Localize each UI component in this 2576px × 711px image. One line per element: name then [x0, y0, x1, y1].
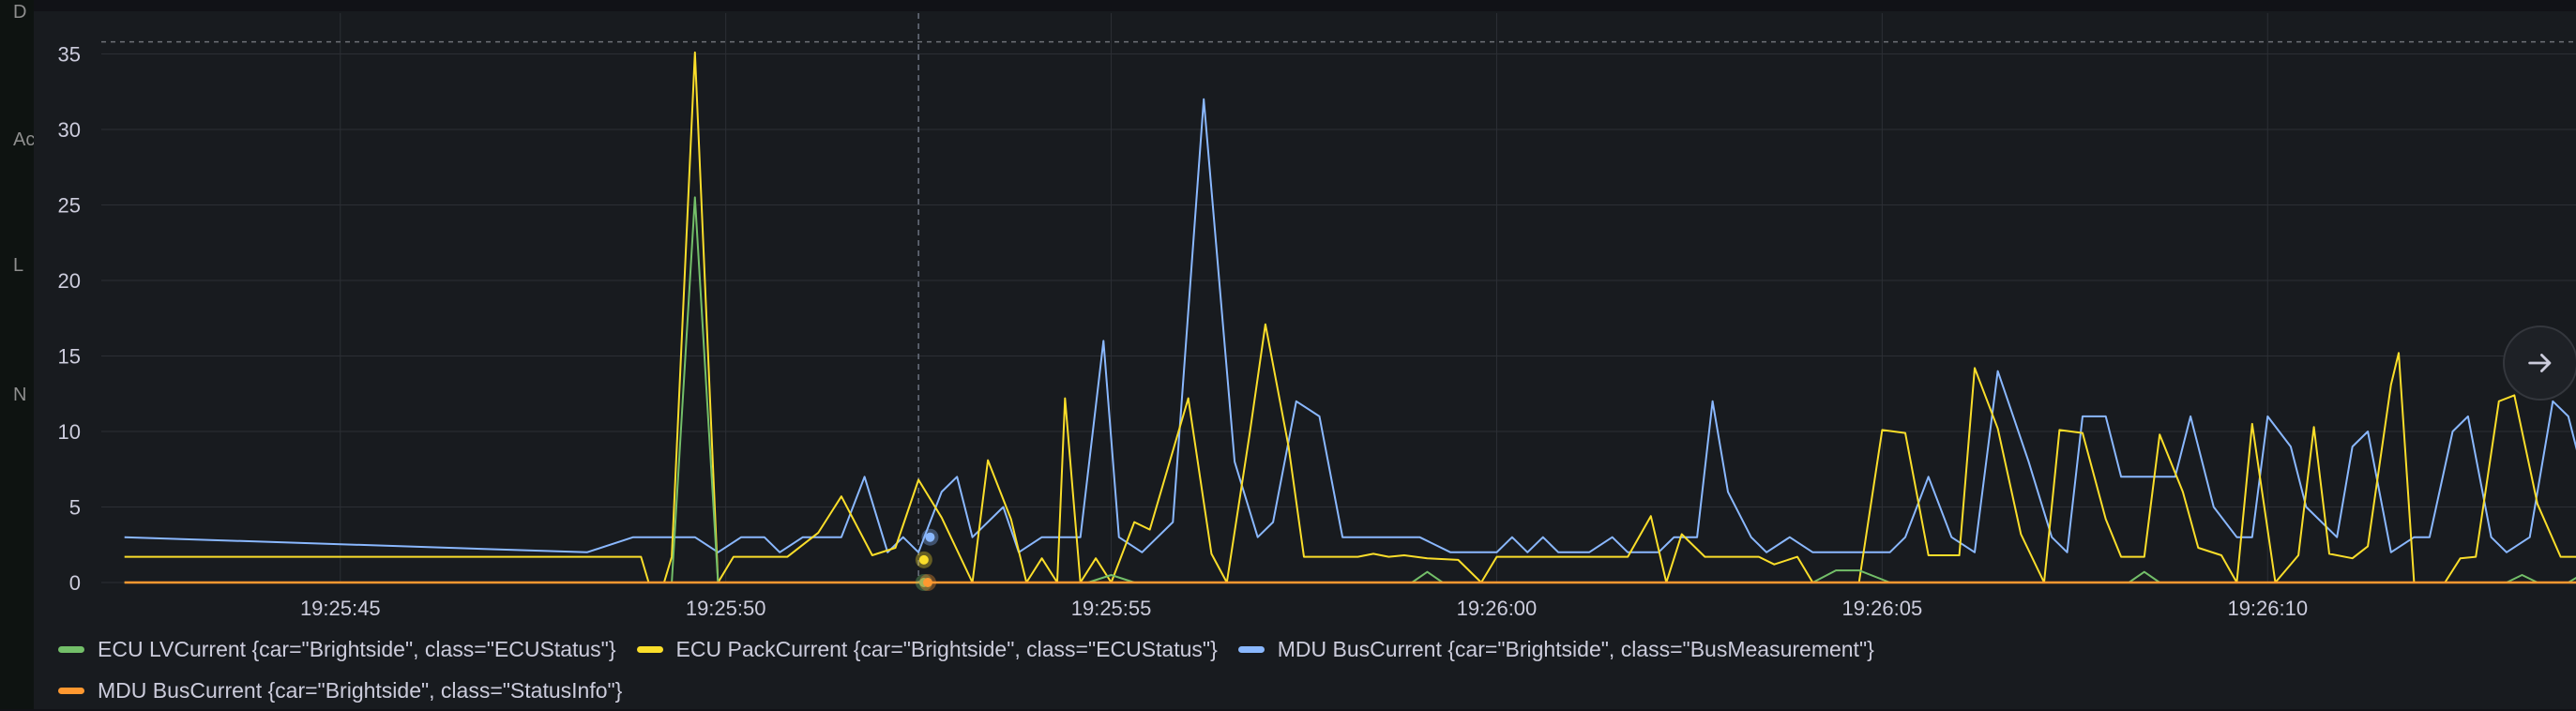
series-line-1	[124, 51, 2576, 583]
arrow-right-button[interactable]	[2503, 325, 2576, 401]
y-tick-label: 25	[58, 194, 81, 218]
legend-swatch	[1237, 645, 1265, 653]
series-line-2	[124, 98, 2576, 553]
legend-swatch	[58, 687, 84, 694]
y-tick-label: 0	[69, 571, 81, 595]
legend-label: ECU PackCurrent {car="Brightside", class…	[675, 636, 1218, 661]
y-tick-label: 10	[58, 420, 81, 444]
chart-panel	[34, 0, 2576, 709]
legend-item[interactable]: ECU LVCurrent {car="Brightside", class="…	[58, 628, 616, 670]
legend-item[interactable]: ECU PackCurrent {car="Brightside", class…	[636, 628, 1218, 670]
sidebar-strip: D Ac L N	[0, 0, 36, 709]
time-series-chart[interactable]: 0 5 10 15 20 25 30 35 19:25:45 19:25:50 19:25:55 19…	[0, 0, 2576, 619]
legend-label: MDU BusCurrent {car="Brightside", class=…	[1277, 636, 1874, 661]
series-line-0	[124, 196, 2576, 583]
y-tick-label: 35	[58, 43, 81, 67]
y-tick-label: 5	[69, 496, 81, 520]
y-tick-label: 15	[58, 345, 81, 369]
sidebar-fragment: D	[13, 2, 27, 23]
x-tick-label: 19:25:50	[686, 597, 766, 619]
sidebar-fragment: L	[13, 255, 24, 276]
x-tick-label: 19:26:10	[2227, 597, 2308, 619]
legend-item[interactable]: MDU BusCurrent {car="Brightside", class=…	[58, 670, 622, 711]
legend-label: ECU LVCurrent {car="Brightside", class="…	[98, 636, 616, 661]
y-tick-label: 30	[58, 118, 81, 142]
x-tick-label: 19:25:45	[300, 597, 381, 619]
x-tick-label: 19:25:55	[1071, 597, 1152, 619]
legend-item[interactable]: MDU BusCurrent {car="Brightside", class=…	[1237, 628, 1874, 670]
panel-top-edge	[34, 0, 2576, 11]
chart-legend: ECU LVCurrent {car="Brightside", class="…	[58, 628, 2216, 711]
sidebar-fragment: Ac	[13, 129, 36, 150]
arrow-right-icon	[2528, 354, 2552, 372]
x-tick-label: 19:26:05	[1842, 597, 1923, 619]
sidebar-fragment: N	[13, 385, 27, 405]
x-tick-label: 19:26:00	[1457, 597, 1538, 619]
y-tick-label: 20	[58, 269, 81, 293]
legend-swatch	[636, 645, 663, 653]
hover-marker	[918, 554, 929, 565]
hover-marker	[925, 532, 935, 542]
legend-label: MDU BusCurrent {car="Brightside", class=…	[98, 677, 623, 703]
legend-swatch	[58, 645, 84, 653]
hover-marker	[922, 578, 932, 587]
